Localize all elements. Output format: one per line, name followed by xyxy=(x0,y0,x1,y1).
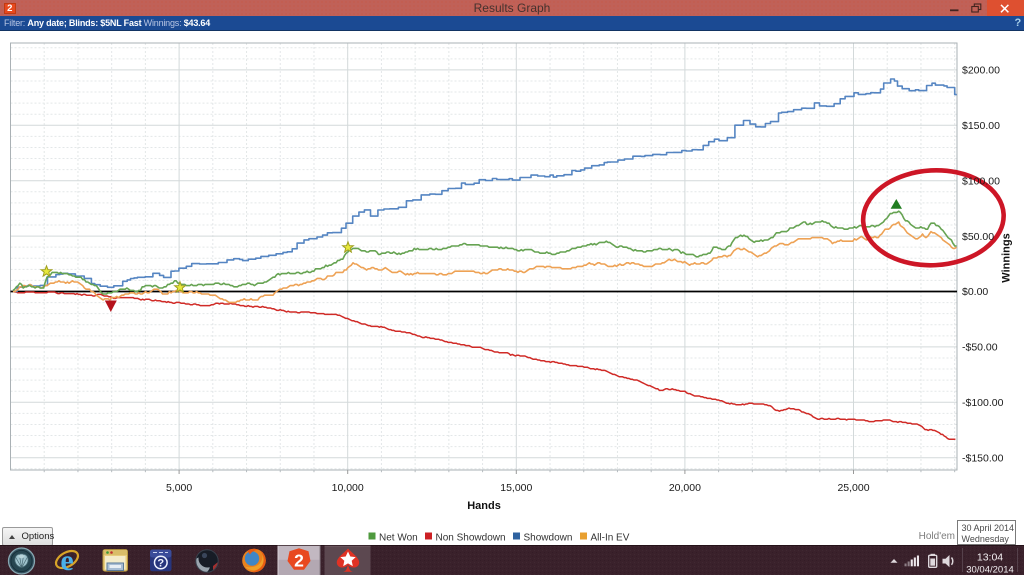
svg-text:5,000: 5,000 xyxy=(166,482,192,494)
svg-text:$200.00: $200.00 xyxy=(962,65,1000,77)
svg-text:20,000: 20,000 xyxy=(669,482,701,494)
svg-text:$50.00: $50.00 xyxy=(962,231,994,243)
svg-text:Showdown: Showdown xyxy=(524,533,573,544)
svg-text:10,000: 10,000 xyxy=(332,482,364,494)
svg-text:-$50.00: -$50.00 xyxy=(962,342,998,354)
svg-text:$150.00: $150.00 xyxy=(962,120,1000,132)
svg-text:$100.00: $100.00 xyxy=(962,175,1000,187)
svg-text:$0.00: $0.00 xyxy=(962,286,988,298)
svg-text:30/04/2014: 30/04/2014 xyxy=(966,565,1014,575)
svg-text:?: ? xyxy=(157,558,164,570)
svg-text:Winnings: Winnings xyxy=(1001,233,1013,282)
svg-text:All-In EV: All-In EV xyxy=(591,533,630,544)
svg-text:Hands: Hands xyxy=(467,500,501,512)
svg-text:13:04: 13:04 xyxy=(977,552,1003,564)
svg-text:25,000: 25,000 xyxy=(837,482,869,494)
svg-text:15,000: 15,000 xyxy=(500,482,532,494)
svg-text:e: e xyxy=(60,545,73,575)
svg-text:Non Showdown: Non Showdown xyxy=(436,533,506,544)
svg-text:Net Won: Net Won xyxy=(379,533,418,544)
svg-text:-$100.00: -$100.00 xyxy=(962,397,1004,409)
svg-text:-$150.00: -$150.00 xyxy=(962,452,1004,464)
svg-text:2: 2 xyxy=(294,551,304,571)
